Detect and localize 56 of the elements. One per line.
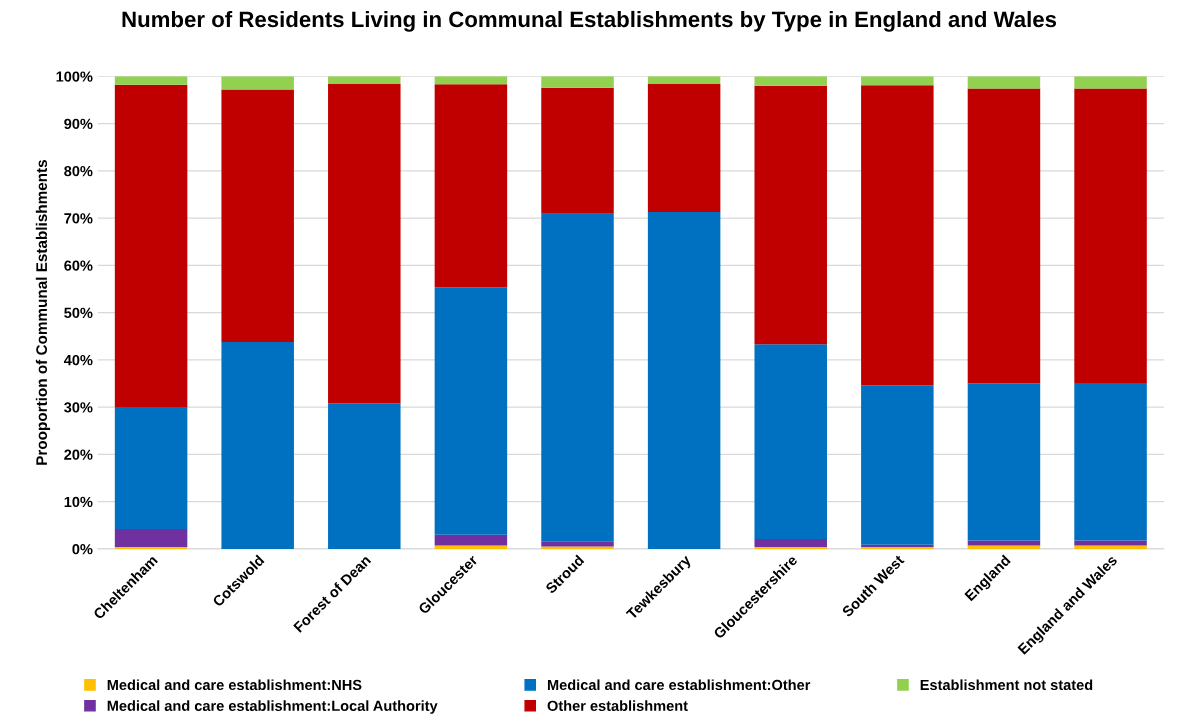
- bar: [967, 76, 1041, 89]
- bar: [434, 534, 508, 546]
- y-tick-label: 70%: [64, 213, 93, 224]
- bar: [541, 87, 614, 214]
- y-tick-label: 80%: [64, 165, 93, 177]
- chart-title: Number of Residents Living in Communal Establishments by Type in England and Wales: [122, 10, 1057, 32]
- bar: [647, 83, 721, 212]
- y-tick-label: 10%: [64, 496, 93, 508]
- bar: [114, 76, 188, 85]
- bar: [541, 541, 614, 547]
- bar: [967, 540, 1041, 546]
- bar: [221, 341, 294, 549]
- bar: [434, 545, 508, 549]
- legend-label: Other establishment: [547, 700, 688, 711]
- bar: [754, 85, 827, 345]
- y-axis-title: Prooportion of Communal Establishments: [35, 160, 51, 465]
- bar: [647, 211, 721, 549]
- bar: [114, 84, 188, 408]
- bar: [114, 529, 188, 547]
- bar: [328, 403, 401, 549]
- bar: [1074, 383, 1147, 541]
- bar: [114, 407, 188, 530]
- y-tick-label: 50%: [64, 307, 93, 319]
- bar: [434, 84, 508, 288]
- y-tick-label: 60%: [64, 260, 93, 271]
- legend-label: Medical and care establishment:Other: [547, 679, 811, 691]
- legend-label: Establishment not stated: [920, 679, 1093, 691]
- bar: [328, 83, 401, 404]
- bar: [541, 213, 614, 542]
- bar: [1074, 545, 1147, 549]
- bar: [967, 88, 1041, 384]
- bar: [1074, 88, 1147, 384]
- bar: [861, 385, 934, 545]
- bar: [754, 76, 827, 86]
- bar: [647, 76, 721, 84]
- y-tick-label: 100%: [56, 71, 93, 82]
- legend-label: Medical and care establishment:Local Authority: [107, 700, 438, 714]
- bar: [861, 76, 934, 86]
- y-tick-label: 20%: [64, 449, 93, 460]
- bar: [754, 538, 827, 547]
- y-tick-label: 30%: [64, 402, 93, 413]
- y-tick-label: 40%: [63, 354, 93, 366]
- bar: [1074, 76, 1147, 89]
- y-tick-label: 90%: [64, 118, 93, 130]
- bar: [328, 76, 401, 84]
- bar: [967, 545, 1041, 549]
- bar: [861, 85, 934, 386]
- bar: [754, 344, 827, 539]
- bar: [221, 76, 294, 90]
- legend-label: Medical and care establishment:NHS: [107, 679, 362, 691]
- bar: [967, 383, 1041, 541]
- bar: [434, 287, 508, 535]
- y-tick-label: 0%: [72, 543, 93, 555]
- bar: [221, 89, 294, 342]
- bar: [541, 76, 614, 88]
- bar: [1074, 540, 1147, 546]
